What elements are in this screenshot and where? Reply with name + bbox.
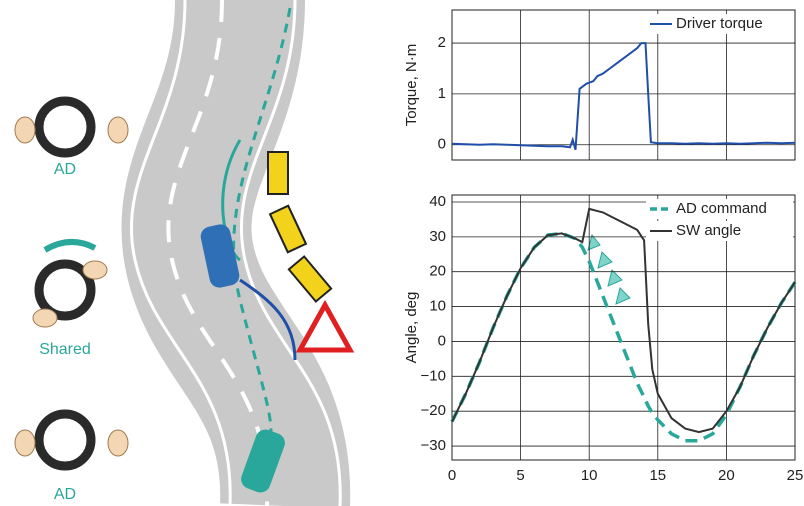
series-line [452,209,795,432]
hand [33,309,57,327]
barrier [268,152,288,194]
legend-label: AD command [676,200,767,217]
x-tick-label: 5 [516,467,524,484]
barriers [268,152,331,302]
arrow [608,270,622,286]
warning-sign [300,305,350,350]
hand [108,430,128,456]
wheel [39,414,91,466]
legend-label: Driver torque [676,15,763,32]
illustration: AD Shared AD [15,0,350,506]
x-tick-label: 20 [718,467,735,484]
legend-label: SW angle [676,222,741,239]
y-tick-label: 20 [429,263,446,280]
y-axis-label: Angle, deg [403,292,420,364]
arrow [588,235,600,250]
y-tick-label: 10 [429,298,446,315]
x-tick-label: 25 [787,467,804,484]
arrow [616,288,630,304]
mode-label: AD [54,161,76,178]
turn-arrow [45,242,95,250]
y-tick-label: 0 [438,332,446,349]
y-tick-label: −30 [421,437,446,454]
y-tick-label: 1 [438,85,446,102]
figure: AD Shared AD 0 1 2 Torque, N·m Driver torque… [0,0,804,506]
mode-label: AD [54,486,76,503]
hand [108,117,128,143]
y-tick-label: −10 [421,367,446,384]
barrier [270,206,306,253]
y-tick-label: 30 [429,228,446,245]
series-line [452,43,795,150]
y-tick-label: 2 [438,34,446,51]
series-line [452,233,795,440]
x-tick-label: 0 [448,467,456,484]
hand [83,261,107,279]
hand [15,117,35,143]
x-tick-label: 15 [649,467,666,484]
mode-label: Shared [39,341,91,358]
steering-wheels [39,101,91,466]
wheel [39,101,91,153]
arrow [598,252,612,268]
y-tick-label: 0 [438,136,446,153]
barrier [289,256,331,301]
y-axis-label: Torque, N·m [403,44,420,127]
x-tick-label: 10 [581,467,598,484]
y-tick-label: 40 [429,193,446,210]
y-tick-label: −20 [421,402,446,419]
hand [15,430,35,456]
